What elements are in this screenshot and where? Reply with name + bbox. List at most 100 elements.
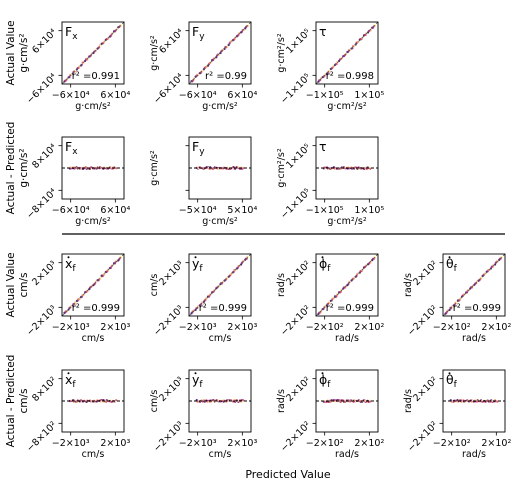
time-derivative-dot [448,256,451,259]
panel-title: xf [65,256,76,274]
y-axis-label: rad/s [276,273,287,297]
y-tick-label: 8×10² [30,375,59,404]
panel-title-main: θ [446,256,454,271]
x-tick-label: 2×10³ [227,322,257,333]
panel-title-main: ϕ [319,256,327,271]
data-point [240,30,244,33]
x-tick-label: −6×10⁴ [52,90,90,101]
panel-title: xf [65,372,76,390]
x-tick-label: 2×10² [354,322,384,333]
data-point [328,69,332,72]
y-tick-label: −2×10² [406,304,441,339]
row-label: cm/s [18,272,30,297]
axes-frame [188,369,252,433]
panel-title: Fy [192,139,205,157]
x-tick-label: 2×10² [481,438,511,449]
x-axis-label: g·cm/s² [202,101,238,112]
panel-title-main: y [192,372,200,387]
x-tick-label: −2×10² [306,438,344,449]
panel-title-subscript: f [72,380,76,390]
y-tick-label: −6×10⁴ [25,72,60,107]
y-tick-label: −2×10³ [152,420,187,455]
x-tick-label: 2×10³ [227,438,257,449]
time-derivative-dot [321,372,324,375]
row-label: g·cm/s² [18,148,30,187]
y-axis-label: cm/s [149,274,160,297]
panel-title-subscript: x [72,32,78,42]
panel-title-main: F [65,139,72,154]
time-derivative-dot [321,256,324,259]
axes-frame [61,369,125,433]
x-axis-label: rad/s [335,449,359,460]
row-label: cm/s [18,388,30,413]
data-point [242,167,245,170]
y-tick-label: −8×10² [25,420,60,455]
panel-title-main: x [65,256,72,271]
x-axis-label: cm/s [82,333,105,344]
y-tick-label: 6×10⁴ [157,27,186,56]
y-tick-label: 1×10⁵ [284,27,313,56]
row-label: g·cm/s² [18,33,30,72]
panel-title-subscript: x [72,147,78,157]
data-point [242,399,245,402]
data-point [369,167,372,170]
r2-annotation: r² =0.991 [72,71,120,82]
y-axis-label: rad/s [403,273,414,297]
axes-frame [442,253,506,317]
x-axis-label: g·cm/s² [75,101,111,112]
data-point [369,400,372,403]
y-tick-label: 6×10⁴ [30,27,59,56]
panel-title: τ [319,24,327,39]
panel-title: Fx [65,139,78,157]
r2-annotation: r² =0.999 [326,303,374,314]
x-axis-label: g·cm/s² [75,216,111,227]
x-tick-label: −5×10⁴ [179,205,217,216]
data-point [335,62,338,65]
panel-title-subscript: f [199,264,203,274]
y-tick-label: −2×10³ [152,304,187,339]
y-tick-label: −8×10⁴ [25,187,60,222]
axes-frame [188,21,252,85]
axes-frame [442,369,506,433]
x-tick-label: −6×10⁴ [179,90,217,101]
y-tick-label: −1×10⁵ [279,187,314,222]
y-axis-label: g·cm/s² [149,150,160,186]
data-point [247,255,250,258]
x-tick-label: 5×10⁴ [227,205,257,216]
x-tick-label: −2×10² [306,322,344,333]
data-point [339,290,342,293]
x-tick-label: −2×10³ [52,438,90,449]
r2-annotation: r² =0.999 [72,303,120,314]
data-point [493,263,497,266]
panel-title: Fx [65,24,78,42]
x-tick-label: −2×10³ [52,322,90,333]
panel-title: θf [446,256,458,274]
axes-frame [61,253,125,317]
panel-title: ϕf [319,372,331,390]
panel-title-subscript: f [72,264,76,274]
data-point [219,51,222,55]
panel-title-subscript: f [199,380,203,390]
y-tick-label: 2×10² [411,259,440,288]
row-label: Actual - Predicted [5,122,17,215]
axes-frame [315,253,379,317]
axes-frame [61,136,125,200]
y-axis-label: rad/s [276,389,287,413]
y-tick-label: −2×10² [279,304,314,339]
x-tick-label: −2×10³ [179,322,217,333]
panel-title-main: x [65,372,72,387]
y-tick-label: −2×10² [406,420,441,455]
x-tick-label: 6×10⁴ [100,90,130,101]
x-tick-label: −2×10² [433,322,471,333]
y-tick-label: −2×10² [279,420,314,455]
panel-title-subscript: f [454,264,458,274]
x-tick-label: 1×10⁵ [354,90,384,101]
